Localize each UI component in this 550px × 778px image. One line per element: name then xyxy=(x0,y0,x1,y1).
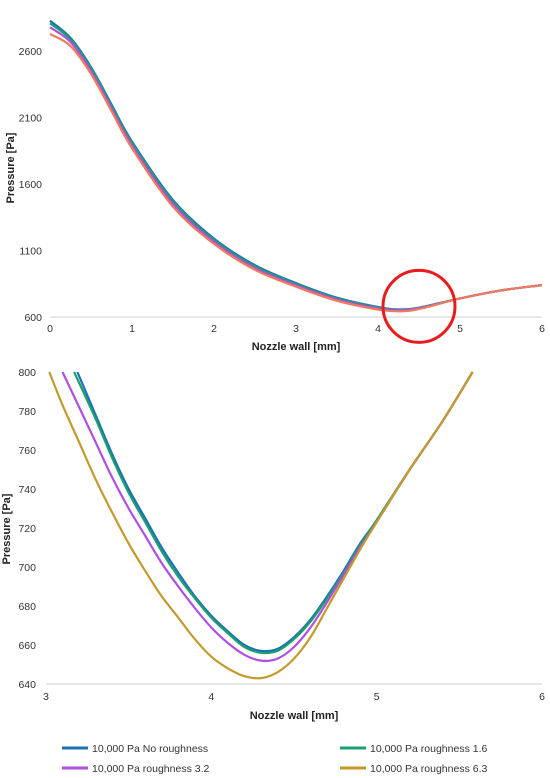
top-series-line-10-000-pa-no-roughness xyxy=(49,19,543,311)
bot-series-line-10-000-pa-roughness-1-6 xyxy=(73,371,474,655)
bottom-chart: 640 660 680 700 720 740 760 780 800 3 4 5 6 Nozzle … xyxy=(1,367,545,722)
top-y-tick-labels: 600 1100 1600 2100 2600 xyxy=(19,46,43,324)
top-x-axis-title: Nozzle wall [mm] xyxy=(252,341,341,353)
bottom-x-axis-title: Nozzle wall [mm] xyxy=(250,710,339,722)
bot-y-tick-label: 640 xyxy=(18,679,36,691)
bot-series-line-10-000-pa-roughness-6-3 xyxy=(48,371,474,680)
top-series-line-10-000-pa-roughness-3-2 xyxy=(49,26,543,312)
bot-x-tick-label: 3 xyxy=(43,691,49,703)
top-y-tick-label: 600 xyxy=(24,312,42,324)
legend-label-roughness-3-2: 10,000 Pa roughness 3.2 xyxy=(92,763,210,775)
bottom-x-tick-labels: 3 4 5 6 xyxy=(43,691,545,703)
top-y-tick-label: 2600 xyxy=(19,46,43,58)
bot-y-tick-label: 760 xyxy=(18,445,36,457)
bot-x-tick-label: 6 xyxy=(539,691,545,703)
top-x-tick-label: 6 xyxy=(539,323,545,335)
top-x-tick-label: 0 xyxy=(47,323,53,335)
bot-y-tick-label: 720 xyxy=(18,523,36,535)
legend-item-roughness-6-3: 10,000 Pa roughness 6.3 xyxy=(340,763,488,775)
legend-label-roughness-6-3: 10,000 Pa roughness 6.3 xyxy=(370,763,488,775)
bot-y-tick-label: 660 xyxy=(18,640,36,652)
bottom-y-tick-labels: 640 660 680 700 720 740 760 780 800 xyxy=(18,367,36,691)
bottom-series-lines xyxy=(48,371,474,680)
bot-y-tick-label: 800 xyxy=(18,367,36,379)
top-x-tick-label: 4 xyxy=(375,323,381,335)
top-x-tick-label: 2 xyxy=(211,323,217,335)
bot-y-tick-label: 700 xyxy=(18,562,36,574)
bot-y-tick-label: 740 xyxy=(18,484,36,496)
top-y-tick-label: 1100 xyxy=(19,246,42,258)
top-y-axis-title: Pressure [Pa] xyxy=(5,132,17,203)
top-series-line-10-000-pa-roughness-6-3 xyxy=(49,32,543,313)
bottom-y-axis-title: Pressure [Pa] xyxy=(1,493,13,564)
top-y-tick-label: 2100 xyxy=(19,113,43,125)
top-x-tick-labels: 0 1 2 3 4 5 6 xyxy=(47,323,545,335)
bot-y-tick-label: 780 xyxy=(18,406,36,418)
top-series-line-10-000-pa-roughness-1-6 xyxy=(49,22,543,311)
bot-series-line-10-000-pa-roughness-3-2 xyxy=(61,371,474,663)
top-x-tick-label: 3 xyxy=(293,323,299,335)
top-x-tick-label: 1 xyxy=(129,323,135,335)
legend: 10,000 Pa No roughness 10,000 Pa roughne… xyxy=(62,743,488,775)
top-y-tick-label: 1600 xyxy=(19,179,43,191)
legend-label-roughness-1-6: 10,000 Pa roughness 1.6 xyxy=(370,743,488,755)
top-x-tick-label: 5 xyxy=(457,323,463,335)
bot-x-tick-label: 4 xyxy=(208,691,214,703)
bot-series-line-10-000-pa-no-roughness xyxy=(76,371,474,653)
bot-y-tick-label: 680 xyxy=(18,601,36,613)
legend-item-roughness-3-2: 10,000 Pa roughness 3.2 xyxy=(62,763,210,775)
top-chart: 600 1100 1600 2100 2600 0 1 2 3 4 5 6 Nozzle wall … xyxy=(5,19,545,353)
legend-item-no-roughness: 10,000 Pa No roughness xyxy=(62,743,208,755)
legend-item-roughness-1-6: 10,000 Pa roughness 1.6 xyxy=(340,743,488,755)
bot-x-tick-label: 5 xyxy=(374,691,380,703)
top-series-lines xyxy=(49,19,543,313)
legend-label-no-roughness: 10,000 Pa No roughness xyxy=(92,743,208,755)
highlight-circle xyxy=(381,268,457,344)
